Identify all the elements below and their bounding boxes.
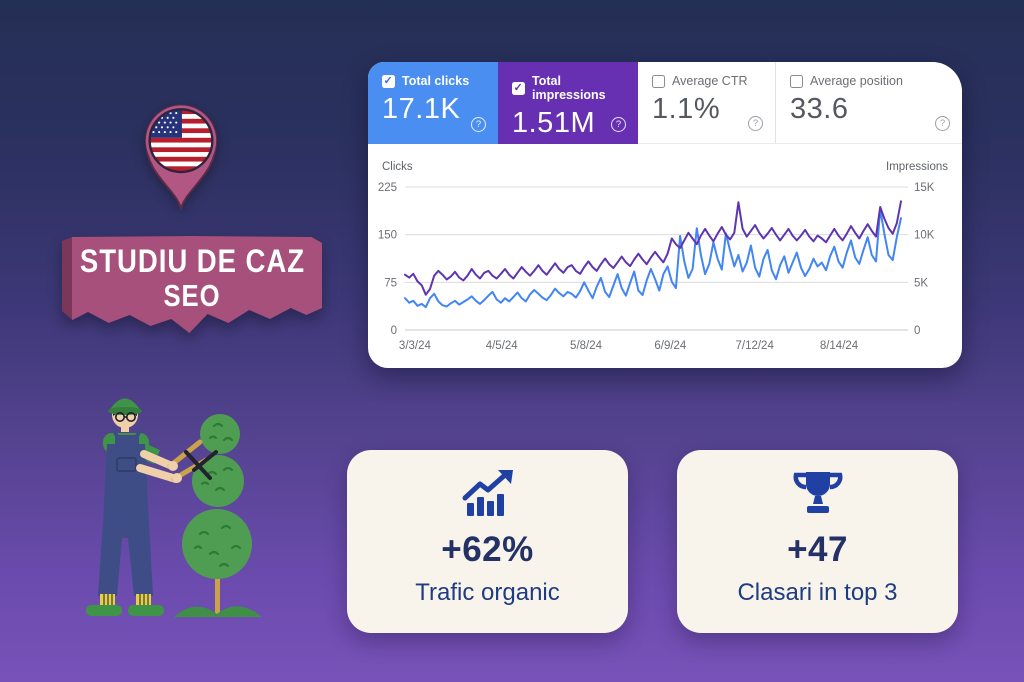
stat-card-organic-traffic: +62% Trafic organic bbox=[347, 450, 628, 633]
grass-mound bbox=[174, 606, 262, 617]
svg-text:150: 150 bbox=[378, 230, 397, 242]
metric-tiles-row: Total clicks 17.1K Total impressions 1.5… bbox=[368, 62, 962, 144]
stat-card-top3-rankings: +47 Clasari in top 3 bbox=[677, 450, 958, 633]
clicks-impressions-line-chart: 225 15K 150 10K 75 5K 0 0 Clicks Impressions 3/3/2… bbox=[378, 161, 948, 352]
metric-tile-total-impressions[interactable]: Total impressions 1.51M bbox=[498, 62, 638, 144]
growth-chart-icon bbox=[462, 470, 513, 516]
banner-title-line2: SEO bbox=[163, 279, 221, 313]
metric-value: 1.1% bbox=[652, 93, 721, 125]
help-icon[interactable] bbox=[935, 116, 950, 131]
svg-text:6/9/24: 6/9/24 bbox=[654, 340, 687, 352]
svg-text:0: 0 bbox=[391, 325, 397, 337]
metric-tile-total-clicks[interactable]: Total clicks 17.1K bbox=[368, 62, 498, 144]
metric-label: Total clicks bbox=[402, 74, 470, 88]
metric-tile-average-ctr[interactable]: Average CTR 1.1% bbox=[638, 62, 775, 144]
svg-text:0: 0 bbox=[914, 325, 920, 337]
foliage-detail bbox=[193, 422, 242, 568]
metric-value: 33.6 bbox=[790, 93, 849, 125]
stat-value: +47 bbox=[787, 530, 848, 569]
svg-text:75: 75 bbox=[384, 277, 397, 289]
metric-value: 1.51M bbox=[512, 107, 596, 139]
help-icon[interactable] bbox=[471, 117, 486, 132]
checkbox-icon[interactable] bbox=[790, 74, 803, 88]
svg-text:4/5/24: 4/5/24 bbox=[486, 340, 519, 352]
performance-chart: 225 15K 150 10K 75 5K 0 0 Clicks Impressions 3/3/2… bbox=[368, 144, 962, 368]
gardener-illustration bbox=[86, 398, 262, 617]
help-icon[interactable] bbox=[748, 116, 763, 131]
search-console-card: Total clicks 17.1K Total impressions 1.5… bbox=[368, 62, 962, 368]
checkbox-icon[interactable] bbox=[382, 74, 395, 88]
stat-label: Clasari in top 3 bbox=[737, 579, 898, 606]
banner-title-line1: STUDIU DE CAZ bbox=[79, 243, 305, 280]
metric-label: Average position bbox=[810, 74, 903, 88]
svg-text:Clicks: Clicks bbox=[382, 161, 413, 173]
svg-text:Impressions: Impressions bbox=[886, 161, 948, 173]
svg-text:5K: 5K bbox=[914, 277, 928, 289]
checkbox-icon[interactable] bbox=[652, 74, 665, 88]
stat-value: +62% bbox=[441, 530, 534, 569]
svg-text:5/8/24: 5/8/24 bbox=[570, 340, 603, 352]
trophy-icon bbox=[793, 472, 842, 513]
svg-text:7/12/24: 7/12/24 bbox=[735, 340, 774, 352]
metric-value: 17.1K bbox=[382, 93, 461, 125]
metric-label: Average CTR bbox=[672, 74, 748, 88]
checkbox-icon[interactable] bbox=[512, 81, 525, 95]
svg-text:10K: 10K bbox=[914, 230, 935, 242]
svg-text:225: 225 bbox=[378, 182, 397, 194]
metric-tile-average-position[interactable]: Average position 33.6 bbox=[775, 62, 962, 144]
svg-text:15K: 15K bbox=[914, 182, 935, 194]
case-study-banner: STUDIU DE CAZ SEO bbox=[62, 236, 322, 336]
svg-text:8/14/24: 8/14/24 bbox=[820, 340, 859, 352]
help-icon[interactable] bbox=[611, 117, 626, 132]
stat-label: Trafic organic bbox=[415, 579, 560, 606]
us-flag-pin-icon bbox=[144, 104, 218, 210]
gardener-figure bbox=[86, 398, 218, 616]
tree-trunk bbox=[215, 578, 220, 616]
svg-text:3/3/24: 3/3/24 bbox=[399, 340, 432, 352]
garden-shears bbox=[167, 439, 218, 483]
metric-label: Total impressions bbox=[532, 74, 606, 102]
